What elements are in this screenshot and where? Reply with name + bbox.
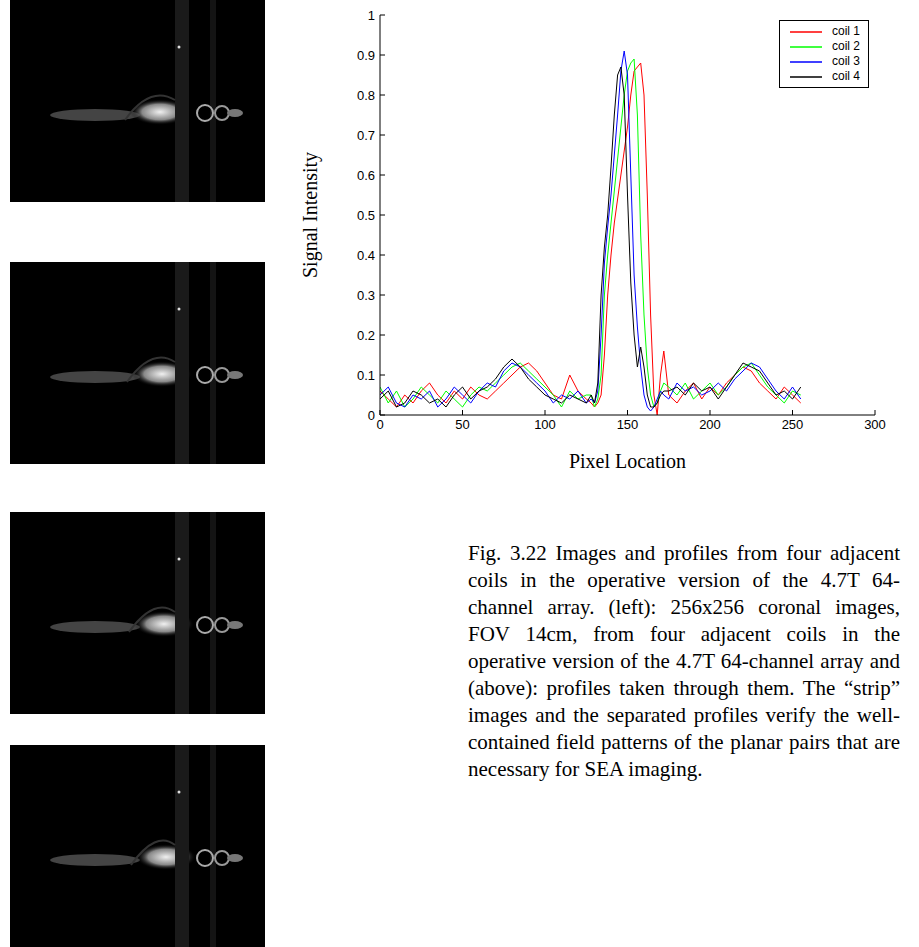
svg-text:50: 50: [455, 417, 469, 432]
svg-text:0.3: 0.3: [357, 288, 375, 303]
svg-text:Signal Intensity: Signal Intensity: [299, 152, 322, 278]
svg-text:0.1: 0.1: [357, 368, 375, 383]
svg-text:250: 250: [782, 417, 804, 432]
html-text:coil 1: coil 1: [832, 24, 860, 38]
svg-text:0.8: 0.8: [357, 88, 375, 103]
html-text:Fig. 3.22 Images and profiles: Fig. 3.22 Images and profiles from four …: [468, 541, 900, 781]
svg-text:0.4: 0.4: [357, 248, 375, 263]
svg-text:0.9: 0.9: [357, 48, 375, 63]
svg-text:0.2: 0.2: [357, 328, 375, 343]
svg-text:0.6: 0.6: [357, 168, 375, 183]
svg-text:Pixel Location: Pixel Location: [569, 450, 686, 472]
html-text:coil 2: coil 2: [832, 39, 860, 53]
svg-text:100: 100: [534, 417, 556, 432]
svg-text:300: 300: [864, 417, 886, 432]
svg-text:0.7: 0.7: [357, 128, 375, 143]
svg-text:0.5: 0.5: [357, 208, 375, 223]
svg-text:0: 0: [368, 408, 375, 423]
html-text:coil 3: coil 3: [832, 54, 860, 68]
svg-text:200: 200: [699, 417, 721, 432]
html-text:coil 4: coil 4: [832, 69, 860, 83]
svg-text:0: 0: [376, 417, 383, 432]
svg-text:1: 1: [368, 8, 375, 23]
svg-text:150: 150: [617, 417, 639, 432]
